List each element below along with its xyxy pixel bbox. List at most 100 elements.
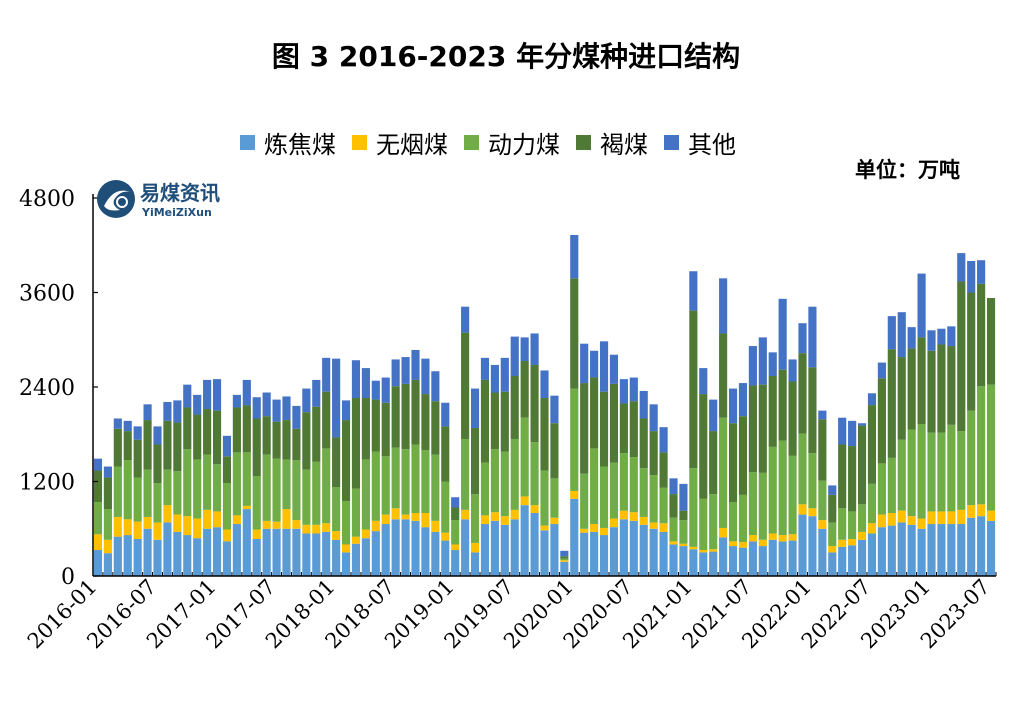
bar-segment bbox=[629, 401, 638, 458]
bar-segment bbox=[183, 449, 192, 517]
bar-segment bbox=[530, 364, 539, 443]
bar-segment bbox=[341, 400, 351, 421]
bar-segment bbox=[629, 520, 638, 577]
bar-segment bbox=[212, 527, 222, 576]
bar-segment bbox=[639, 418, 648, 469]
bar-segment bbox=[113, 428, 122, 467]
bar-segment bbox=[123, 535, 132, 576]
bar-segment bbox=[133, 538, 142, 576]
bar-segment bbox=[639, 516, 648, 525]
bar-segment bbox=[748, 385, 757, 473]
bar-segment bbox=[480, 462, 490, 516]
bar-segment bbox=[441, 481, 450, 533]
bar-segment bbox=[203, 409, 212, 455]
bar-segment bbox=[848, 446, 857, 512]
bar-segment bbox=[103, 539, 112, 554]
logo-name: 易煤资讯 bbox=[140, 181, 220, 205]
bar-segment bbox=[123, 420, 132, 432]
bar-segment bbox=[391, 359, 400, 387]
bar-segment bbox=[917, 424, 926, 519]
bar-segment bbox=[520, 361, 529, 418]
bar-segment bbox=[500, 357, 509, 392]
bar-segment bbox=[877, 527, 886, 576]
y-tick-label: 1200 bbox=[19, 471, 75, 496]
y-tick-label: 0 bbox=[61, 565, 75, 590]
bar-segment bbox=[977, 260, 986, 284]
bar-segment bbox=[411, 349, 420, 380]
bar-segment bbox=[431, 454, 440, 521]
bar-segment bbox=[441, 532, 450, 541]
bar-segment bbox=[451, 507, 460, 521]
bar-segment bbox=[560, 560, 569, 562]
bar-segment bbox=[520, 337, 529, 362]
bar-segment bbox=[629, 377, 638, 402]
bar-segment bbox=[490, 392, 499, 450]
bar-segment bbox=[709, 551, 718, 576]
bar-segment bbox=[659, 523, 668, 532]
bar-segment bbox=[669, 478, 678, 495]
bar-segment bbox=[818, 419, 827, 481]
bar-segment bbox=[431, 371, 440, 402]
bar-segment bbox=[153, 522, 162, 540]
bar-segment bbox=[173, 471, 182, 515]
bar-segment bbox=[252, 418, 261, 476]
bar-segment bbox=[709, 549, 718, 552]
legend-swatch-coking-coal bbox=[240, 134, 255, 150]
bar-segment bbox=[719, 537, 728, 576]
bar-segment bbox=[629, 457, 638, 513]
bar-segment bbox=[967, 505, 976, 518]
bar-segment bbox=[599, 341, 609, 392]
bar-segment bbox=[341, 544, 351, 553]
bar-segment bbox=[163, 469, 172, 506]
bar-segment bbox=[103, 509, 112, 540]
bar-segment bbox=[421, 358, 430, 395]
bar-segment bbox=[470, 542, 480, 553]
bar-segment bbox=[302, 533, 311, 576]
bar-segment bbox=[183, 535, 192, 576]
bar-segment bbox=[381, 514, 390, 525]
bar-segment bbox=[520, 496, 529, 506]
bar-segment bbox=[808, 367, 817, 454]
bar-segment bbox=[679, 483, 688, 511]
bar-segment bbox=[828, 552, 837, 577]
legend-label-other: 其他 bbox=[688, 130, 736, 159]
bar-segment bbox=[113, 466, 122, 517]
bar-segment bbox=[897, 522, 906, 576]
bar-segment bbox=[371, 380, 380, 400]
bar-segment bbox=[351, 536, 361, 544]
bar-segment bbox=[560, 550, 569, 557]
bar-segment bbox=[391, 386, 400, 448]
bar-segment bbox=[292, 528, 301, 576]
bar-segment bbox=[927, 330, 936, 351]
bar-segment bbox=[977, 386, 986, 505]
bar-segment bbox=[113, 418, 122, 429]
bar-segment bbox=[719, 333, 728, 418]
bar-segment bbox=[510, 519, 519, 576]
bar-segment bbox=[857, 425, 867, 505]
bar-segment bbox=[411, 520, 420, 577]
bar-segment bbox=[361, 529, 370, 539]
bar-segment bbox=[560, 561, 569, 576]
bar-segment bbox=[609, 354, 619, 384]
bar-segment bbox=[292, 405, 301, 429]
bar-segment bbox=[391, 519, 400, 576]
bar-segment bbox=[679, 520, 688, 544]
bar-segment bbox=[828, 485, 837, 495]
bar-segment bbox=[768, 539, 777, 576]
bar-segment bbox=[302, 469, 311, 525]
bar-segment bbox=[599, 535, 609, 576]
bar-segment bbox=[590, 350, 599, 378]
bar-segment bbox=[302, 412, 311, 470]
bar-segment bbox=[193, 459, 202, 519]
bar-segment bbox=[133, 477, 142, 522]
bar-segment bbox=[163, 505, 172, 523]
bar-segment bbox=[451, 520, 460, 545]
bar-segment bbox=[957, 431, 966, 510]
bar-segment bbox=[580, 343, 589, 384]
bar-segment bbox=[788, 540, 797, 576]
bar-segment bbox=[222, 456, 232, 484]
bar-segment bbox=[788, 534, 797, 541]
bar-segment bbox=[421, 527, 430, 576]
bar-segment bbox=[619, 403, 628, 454]
bar-segment bbox=[967, 410, 976, 506]
